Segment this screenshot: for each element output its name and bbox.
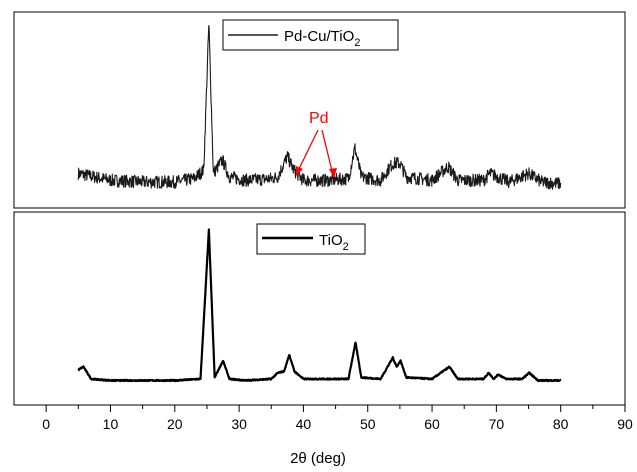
pd-arrow-right [321, 129, 334, 176]
pd-cu-tio2-series-line [77, 25, 562, 190]
pd-annotation: Pd [296, 110, 337, 178]
x-tick-label: 70 [489, 416, 505, 432]
pd-arrow-left [296, 129, 319, 174]
bottom-series-group [77, 228, 562, 383]
x-tick-label: 20 [167, 416, 183, 432]
top-legend-box [222, 19, 399, 51]
x-axis: 0 10 20 30 40 50 60 70 80 90 [42, 405, 633, 432]
x-axis-label: 2θ (deg) [290, 450, 346, 467]
pd-annotation-label: Pd [309, 110, 329, 127]
x-tick-label: 80 [553, 416, 569, 432]
tio2-series-line [77, 228, 562, 383]
pd-arrowhead-right [329, 168, 337, 178]
top-panel: Pd-Cu/TiO2 Pd [13, 11, 626, 209]
top-series-group [77, 25, 562, 190]
x-tick-label: 10 [103, 416, 119, 432]
x-tick-label: 0 [42, 416, 50, 432]
bottom-panel: TiO2 0 10 20 30 40 50 60 70 80 90 2θ (deg) [13, 211, 633, 467]
bottom-plot-frame [13, 211, 626, 406]
x-tick-label: 50 [360, 416, 376, 432]
x-tick-label: 90 [617, 416, 633, 432]
x-tick-label: 30 [231, 416, 247, 432]
top-plot-frame [13, 11, 626, 209]
bottom-legend: TiO2 [256, 223, 366, 255]
x-tick-label: 60 [424, 416, 440, 432]
x-tick-label: 40 [296, 416, 312, 432]
top-legend-label: Pd-Cu/TiO2 [284, 28, 360, 49]
pd-arrowhead-left [296, 166, 303, 176]
bottom-legend-label: TiO2 [319, 232, 349, 253]
top-legend: Pd-Cu/TiO2 [222, 19, 399, 51]
